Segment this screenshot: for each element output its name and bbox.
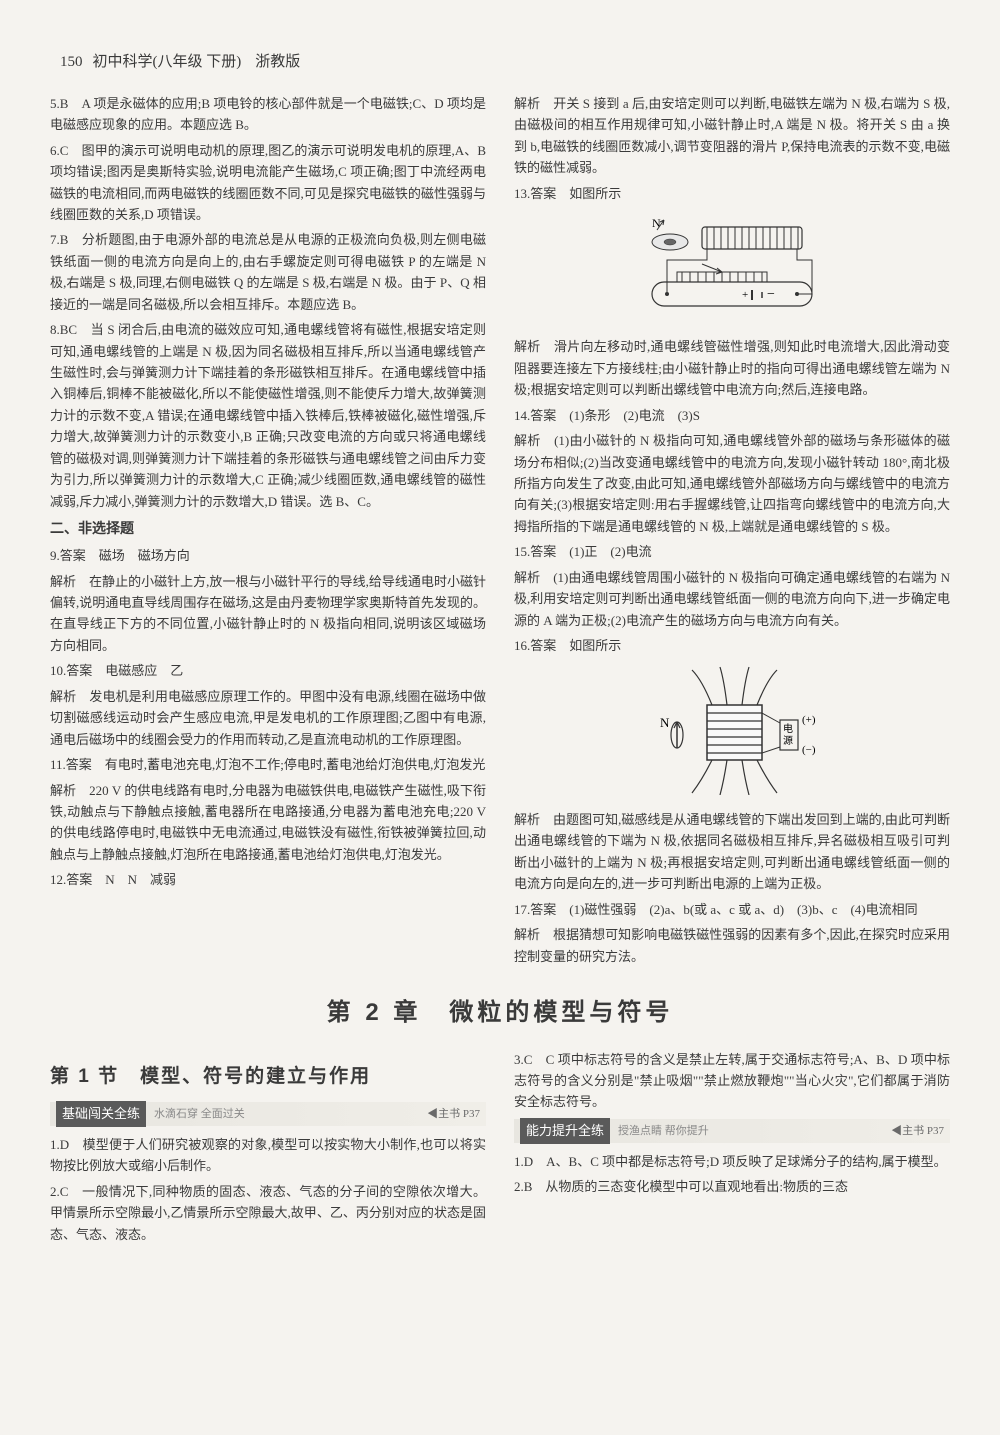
q16-answer: 16.答案 如图所示 xyxy=(514,635,950,656)
q15-explanation: 解析 (1)由通电螺线管周围小磁针的 N 极指向可确定通电螺线管的右端为 N 极… xyxy=(514,567,950,631)
svg-text:+: + xyxy=(742,289,748,301)
ability-band-ref: ◀主书 P37 xyxy=(891,1122,944,1140)
svg-text:−: − xyxy=(767,287,775,302)
q8: 8.BC 当 S 闭合后,由电流的磁效应可知,通电螺线管将有磁性,根据安培定则可… xyxy=(50,319,486,512)
q14-explanation: 解析 (1)由小磁针的 N 极指向可知,通电螺线管外部的磁场与条形磁体的磁场分布… xyxy=(514,430,950,537)
ability-band: 能力提升全练 授渔点睛 帮你提升 ◀主书 P37 xyxy=(514,1119,950,1143)
q10-explanation: 解析 发电机是利用电磁感应原理工作的。甲图中没有电源,线圈在磁场中做切割磁感线运… xyxy=(50,686,486,750)
q13-explanation: 解析 滑片向左移动时,通电螺线管磁性增强,则知此时电流增大,因此滑动变阻器要连接… xyxy=(514,336,950,400)
basic-band-ref: ◀主书 P37 xyxy=(427,1105,480,1123)
page-edition: 浙教版 xyxy=(255,50,300,75)
ability-band-sub: 授渔点睛 帮你提升 xyxy=(618,1122,891,1140)
chapter2-columns: 第 1 节 模型、符号的建立与作用 基础闯关全练 水滴石穿 全面过关 ◀主书 P… xyxy=(50,1049,950,1250)
q7: 7.B 分析题图,由于电源外部的电流总是从电源的正极流向负极,则左侧电磁铁纸面一… xyxy=(50,229,486,315)
page-number: 150 xyxy=(60,50,83,75)
q12-answer: 12.答案 N N 减弱 xyxy=(50,869,486,890)
q11-explanation: 解析 220 V 的供电线路有电时,分电器为电磁铁供电,电磁铁产生磁性,吸下衔铁… xyxy=(50,780,486,866)
section2-heading: 二、非选择题 xyxy=(50,518,486,541)
q17-explanation: 解析 根据猜想可知影响电磁铁磁性强弱的因素有多个,因此,在探究时应采用控制变量的… xyxy=(514,924,950,967)
q17-answer: 17.答案 (1)磁性强弱 (2)a、b(或 a、c 或 a、d) (3)b、c… xyxy=(514,899,950,920)
ch2-q1: 1.D 模型便于人们研究被观察的对象,模型可以按实物大小制作,也可以将实物按比例… xyxy=(50,1134,486,1177)
ch2-q3: 3.C C 项中标志符号的含义是禁止左转,属于交通标志符号;A、B、D 项中标志… xyxy=(514,1049,950,1113)
diagram-n-label: N xyxy=(660,715,670,730)
q13-diagram: N xyxy=(514,212,950,328)
q16-explanation: 解析 由题图可知,磁感线是从通电螺线管的下端出发回到上端的,由此可判断出通电螺线… xyxy=(514,809,950,895)
main-columns: 5.B A 项是永磁体的应用;B 项电铃的核心部件就是一个电磁铁;C、D 项均是… xyxy=(50,93,950,971)
chapter2-left: 第 1 节 模型、符号的建立与作用 基础闯关全练 水滴石穿 全面过关 ◀主书 P… xyxy=(50,1049,486,1250)
q9-explanation: 解析 在静止的小磁针上方,放一根与小磁针平行的导线,给导线通电时小磁针偏转,说明… xyxy=(50,571,486,657)
right-column: 解析 开关 S 接到 a 后,由安培定则可以判断,电磁铁左端为 N 极,右端为 … xyxy=(514,93,950,971)
ch2-q2: 2.C 一般情况下,同种物质的固态、液态、气态的分子间的空隙依次增大。甲情景所示… xyxy=(50,1181,486,1245)
svg-text:(−): (−) xyxy=(802,744,816,756)
svg-text:源: 源 xyxy=(783,734,793,747)
q13-answer: 13.答案 如图所示 xyxy=(514,183,950,204)
q6: 6.C 图甲的演示可说明电动机的原理,图乙的演示可说明发电机的原理,A、B 项均… xyxy=(50,140,486,226)
q16-diagram: N 电 源 (+) (−) xyxy=(514,665,950,801)
chapter2-title: 第 2 章 微粒的模型与符号 xyxy=(50,993,950,1033)
q5: 5.B A 项是永磁体的应用;B 项电铃的核心部件就是一个电磁铁;C、D 项均是… xyxy=(50,93,486,136)
q11-answer: 11.答案 有电时,蓄电池充电,灯泡不工作;停电时,蓄电池给灯泡供电,灯泡发光 xyxy=(50,754,486,775)
q10-answer: 10.答案 电磁感应 乙 xyxy=(50,660,486,681)
page-header: 150 初中科学(八年级 下册) 浙教版 xyxy=(50,50,950,75)
q9-answer: 9.答案 磁场 磁场方向 xyxy=(50,545,486,566)
svg-text:电: 电 xyxy=(783,722,793,735)
ch2-a1: 1.D A、B、C 项中都是标志符号;D 项反映了足球烯分子的结构,属于模型。 xyxy=(514,1151,950,1172)
section1-title: 第 1 节 模型、符号的建立与作用 xyxy=(50,1061,486,1092)
q14-answer: 14.答案 (1)条形 (2)电流 (3)S xyxy=(514,405,950,426)
page-title: 初中科学(八年级 下册) xyxy=(93,50,242,75)
ch2-a2: 2.B 从物质的三态变化模型中可以直观地看出:物质的三态 xyxy=(514,1176,950,1197)
basic-band-sub: 水滴石穿 全面过关 xyxy=(154,1105,427,1123)
q12-explanation: 解析 开关 S 接到 a 后,由安培定则可以判断,电磁铁左端为 N 极,右端为 … xyxy=(514,93,950,179)
diagram-n-label: N xyxy=(652,216,661,230)
left-column: 5.B A 项是永磁体的应用;B 项电铃的核心部件就是一个电磁铁;C、D 项均是… xyxy=(50,93,486,971)
basic-band: 基础闯关全练 水滴石穿 全面过关 ◀主书 P37 xyxy=(50,1102,486,1126)
q15-answer: 15.答案 (1)正 (2)电流 xyxy=(514,541,950,562)
chapter2-right: 3.C C 项中标志符号的含义是禁止左转,属于交通标志符号;A、B、D 项中标志… xyxy=(514,1049,950,1250)
svg-text:(+): (+) xyxy=(802,714,816,726)
ability-band-label: 能力提升全练 xyxy=(520,1118,610,1143)
basic-band-label: 基础闯关全练 xyxy=(56,1101,146,1126)
